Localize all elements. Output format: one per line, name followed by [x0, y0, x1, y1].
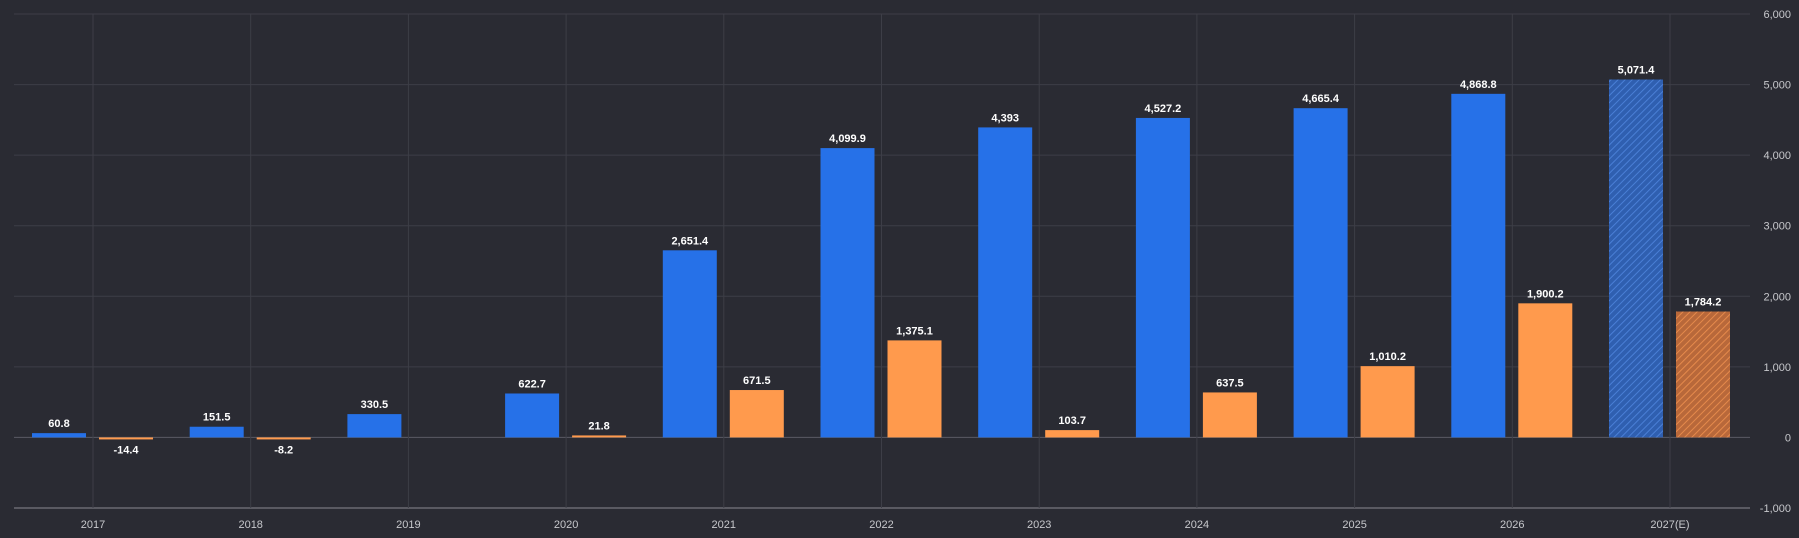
y-tick-label: 0 — [1785, 432, 1791, 444]
bar-series-1[interactable] — [662, 250, 717, 438]
bar-series-2[interactable] — [1676, 311, 1730, 438]
data-label: 1,010.2 — [1369, 351, 1406, 363]
x-tick-label: 2024 — [1185, 519, 1209, 531]
x-tick-label: 2018 — [238, 519, 262, 531]
data-label: 4,393 — [991, 112, 1019, 124]
bars — [32, 79, 1730, 440]
bar-series-1[interactable] — [1293, 108, 1348, 438]
bar-series-2[interactable] — [1360, 366, 1415, 438]
x-tick-label: 2022 — [869, 519, 893, 531]
data-label: -8.2 — [274, 444, 293, 456]
y-tick-label: 3,000 — [1763, 221, 1791, 233]
x-tick-label: 2027(E) — [1650, 519, 1689, 531]
bar-series-1[interactable] — [1135, 117, 1190, 438]
data-label: 4,099.9 — [829, 133, 866, 145]
data-label: -14.4 — [113, 444, 139, 456]
bar-series-2[interactable] — [729, 390, 784, 438]
data-label: 4,665.4 — [1302, 93, 1340, 105]
bar-series-1[interactable] — [189, 426, 244, 438]
x-tick-label: 2023 — [1027, 519, 1051, 531]
bar-series-1[interactable] — [1451, 93, 1506, 438]
data-label: 671.5 — [743, 375, 771, 387]
data-label: 622.7 — [518, 378, 546, 390]
bar-series-1[interactable] — [347, 414, 402, 438]
bar-series-2[interactable] — [1518, 303, 1573, 438]
data-label: 151.5 — [203, 412, 231, 424]
bar-series-1[interactable] — [505, 393, 560, 438]
grid — [14, 13, 1750, 509]
bar-series-1[interactable] — [978, 127, 1033, 438]
data-label: 2,651.4 — [671, 235, 709, 247]
y-tick-label: 2,000 — [1763, 291, 1791, 303]
x-tick-label: 2019 — [396, 519, 420, 531]
data-label: 1,784.2 — [1685, 297, 1722, 309]
data-label: 1,375.1 — [896, 325, 933, 337]
x-tick-label: 2017 — [81, 519, 105, 531]
bar-series-2[interactable] — [99, 437, 153, 440]
bar-series-2[interactable] — [1202, 392, 1257, 438]
data-label: 103.7 — [1058, 415, 1086, 427]
x-tick-label: 2021 — [712, 519, 736, 531]
data-label: 4,868.8 — [1460, 79, 1497, 91]
data-label: 330.5 — [361, 399, 389, 411]
x-tick-label: 2020 — [554, 519, 578, 531]
x-tick-label: 2025 — [1342, 519, 1366, 531]
bar-series-2[interactable] — [1045, 430, 1100, 438]
data-label: 21.8 — [588, 420, 609, 432]
data-label: 5,071.4 — [1618, 65, 1656, 77]
x-axis: 2017 2018 2019 2020 2021 2022 2023 2024 2025 2026… — [81, 519, 1690, 531]
bar-series-1[interactable] — [1609, 79, 1663, 438]
y-tick-label: -1,000 — [1760, 503, 1791, 515]
y-tick-label: 4,000 — [1763, 150, 1791, 162]
bar-series-2[interactable] — [887, 340, 942, 438]
data-label: 4,527.2 — [1145, 103, 1182, 115]
data-label: 60.8 — [48, 418, 69, 430]
y-tick-label: 5,000 — [1763, 80, 1791, 92]
bar-series-1[interactable] — [32, 433, 86, 438]
bar-series-2[interactable] — [572, 435, 627, 438]
y-tick-label: 6,000 — [1763, 9, 1791, 21]
data-labels: 60.8 -14.4 151.5 -8.2 330.5 622.7 21.8 2,651.4 6… — [48, 65, 1721, 457]
bar-series-1[interactable] — [820, 148, 875, 438]
y-tick-label: 1,000 — [1763, 362, 1791, 374]
data-label: 637.5 — [1216, 377, 1244, 389]
bar-series-2[interactable] — [256, 437, 311, 440]
data-label: 1,900.2 — [1527, 288, 1564, 300]
y-axis: 6,000 5,000 4,000 3,000 2,000 1,000 0 -1,000 — [1760, 9, 1791, 515]
x-tick-label: 2026 — [1500, 519, 1524, 531]
